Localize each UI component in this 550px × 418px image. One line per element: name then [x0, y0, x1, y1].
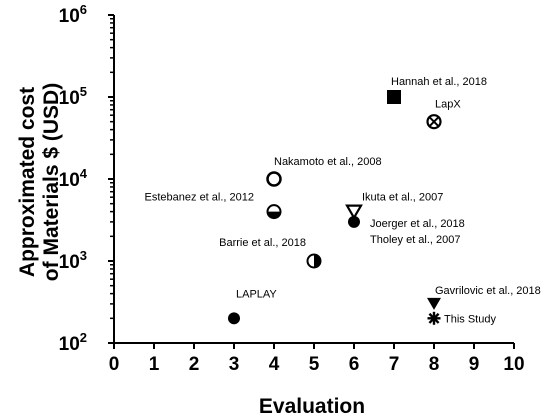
point-label: Hannah et al., 2018 — [391, 76, 487, 88]
data-point — [427, 297, 441, 310]
y-tick-label: 103 — [59, 248, 87, 273]
data-point — [348, 215, 360, 228]
x-axis-title: Evaluation — [259, 395, 365, 418]
marker-circle-half-fill — [267, 211, 281, 219]
point-label: Barrie et al., 2018 — [219, 237, 306, 249]
marker-square — [387, 90, 401, 104]
point-label: Nakamoto et al., 2008 — [274, 156, 382, 168]
x-tick-label: 3 — [229, 354, 240, 375]
x-tick-label: 8 — [429, 354, 440, 375]
x-tick-label: 0 — [109, 354, 120, 375]
point-label: LapX — [435, 99, 461, 111]
x-tick-label: 6 — [349, 354, 360, 375]
point-label: Tholey et al., 2007 — [370, 234, 461, 246]
y-tick-label: 105 — [59, 84, 87, 109]
point-label: Gavrilovic et al., 2018 — [435, 285, 541, 297]
marker-circle-filled — [228, 312, 240, 325]
data-point — [426, 114, 442, 130]
x-tick-label: 10 — [503, 354, 524, 375]
point-label: Joerger et al., 2018 — [370, 218, 465, 230]
x-tick-label: 2 — [189, 354, 200, 375]
point-label: Estebanez et al., 2012 — [145, 192, 254, 204]
point-label: Ikuta et al., 2007 — [362, 192, 443, 204]
data-point — [427, 311, 441, 325]
x-tick-label: 1 — [149, 354, 160, 375]
x-tick-label: 7 — [389, 354, 400, 375]
x-tick-label: 4 — [269, 354, 280, 375]
y-axis-title: Approximated cost of Materials $ (USD) — [16, 83, 63, 281]
point-label: LAPLAY — [236, 288, 277, 300]
y-tick-label: 106 — [59, 2, 87, 27]
y-tick-label: 102 — [59, 330, 87, 355]
marker-circle-filled — [348, 215, 360, 228]
plot-area: 0 1 2 3 4 5 6 7 8 9 10 102 103 104 105 106 Hannah et al.… — [59, 2, 541, 375]
data-point — [306, 253, 322, 269]
marker-circle-open — [266, 171, 282, 187]
marker-cross-line — [428, 116, 440, 127]
data-point — [228, 312, 240, 325]
point-label: This Study — [444, 313, 496, 325]
y-axis-title-line-1: Approximated cost — [16, 87, 39, 277]
data-point — [387, 90, 401, 104]
x-tick-label: 5 — [309, 354, 320, 375]
data-point — [266, 204, 282, 220]
marker-triangle-open — [345, 204, 363, 220]
marker-circle-half-fill — [314, 254, 321, 268]
y-axis-title-line-2: of Materials $ (USD) — [40, 83, 63, 281]
marker-triangle-filled — [427, 297, 441, 310]
marker-asterisk-arm — [428, 312, 440, 324]
data-point — [345, 204, 363, 220]
data-point — [266, 171, 282, 187]
y-tick-label: 104 — [59, 166, 88, 191]
x-tick-label: 9 — [469, 354, 480, 375]
